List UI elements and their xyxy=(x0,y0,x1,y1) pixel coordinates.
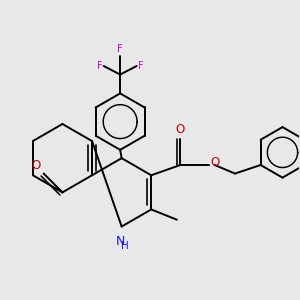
Text: H: H xyxy=(121,242,128,251)
Text: O: O xyxy=(32,159,41,172)
Text: N: N xyxy=(116,235,125,248)
Text: F: F xyxy=(97,61,102,71)
Text: F: F xyxy=(138,61,144,71)
Text: O: O xyxy=(211,156,220,169)
Text: O: O xyxy=(176,123,185,136)
Text: F: F xyxy=(117,44,123,54)
